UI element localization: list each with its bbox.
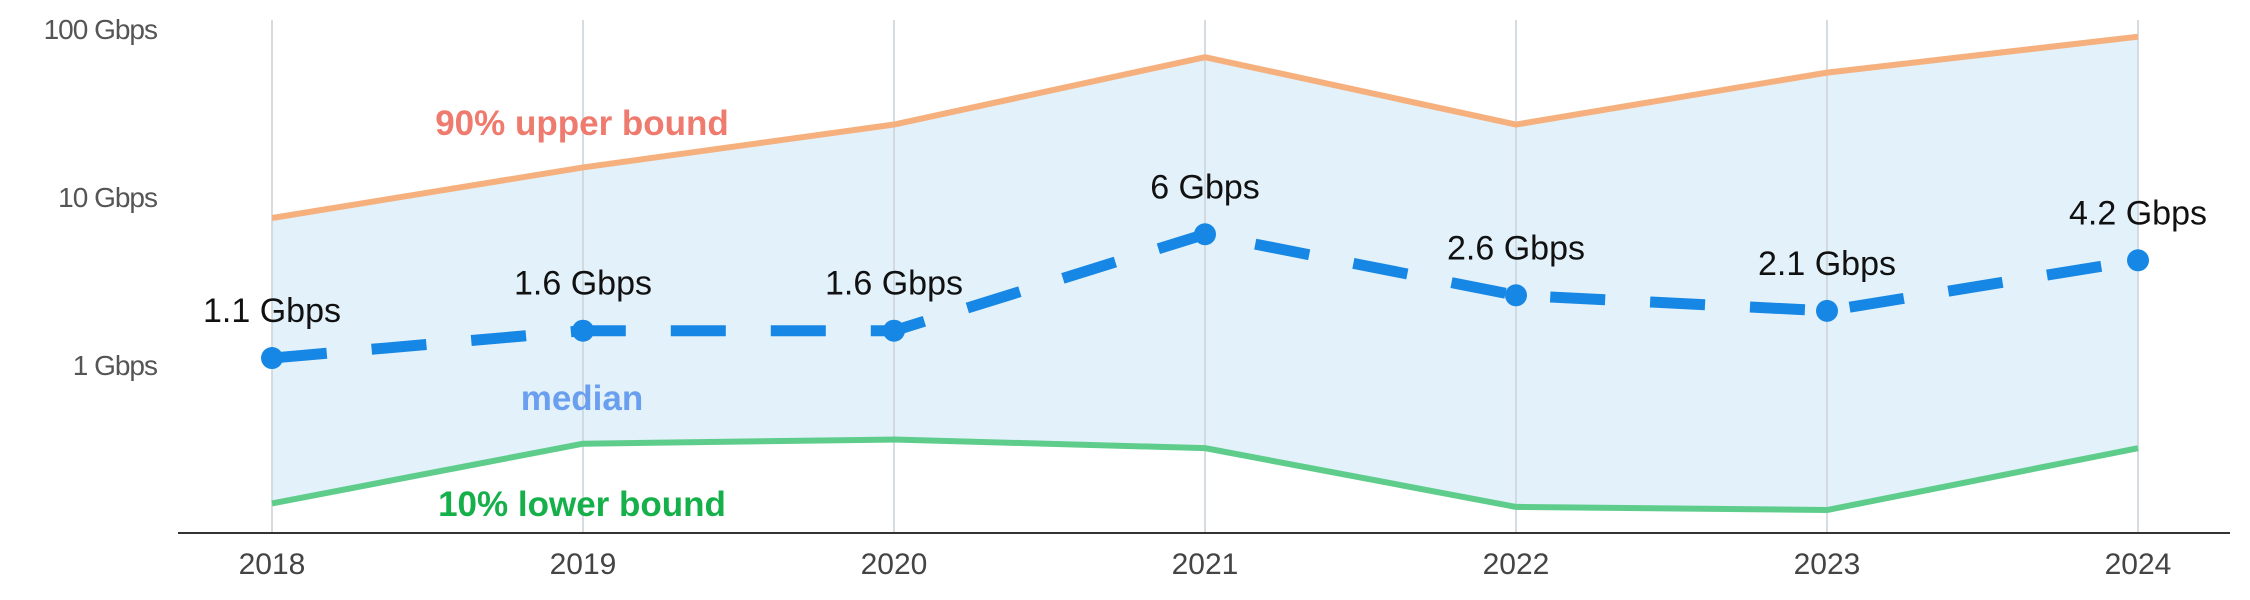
y-tick-10: 10 Gbps <box>58 182 157 213</box>
median-point-2019 <box>572 319 594 342</box>
points-layer <box>261 223 2149 370</box>
median-point-2022 <box>1505 284 1527 307</box>
x-tick-2022: 2022 <box>1483 548 1550 581</box>
series-label-lower: 10% lower bound <box>438 485 726 524</box>
y-tick-1: 1 Gbps <box>73 350 157 381</box>
median-point-2021 <box>1194 223 1216 246</box>
data-label-2022: 2.6 Gbps <box>1447 229 1585 267</box>
data-label-2019: 1.6 Gbps <box>514 265 652 303</box>
median-point-2020 <box>883 319 905 342</box>
series-label-median: median <box>521 379 644 418</box>
x-tick-2024: 2024 <box>2105 548 2172 581</box>
x-tick-2021: 2021 <box>1172 548 1239 581</box>
text-layer: 1.1 Gbps 1.6 Gbps 1.6 Gbps 6 Gbps 2.6 Gbps 2.… <box>44 14 2207 581</box>
data-label-2021: 6 Gbps <box>1150 168 1260 206</box>
x-tick-2018: 2018 <box>239 548 306 581</box>
data-label-2023: 2.1 Gbps <box>1758 245 1896 283</box>
series-line-upper <box>271 33 2139 221</box>
x-tick-2020: 2020 <box>861 548 928 581</box>
median-point-2018 <box>261 347 283 370</box>
x-tick-2019: 2019 <box>550 548 617 581</box>
median-point-2024 <box>2127 249 2149 272</box>
y-tick-100: 100 Gbps <box>44 14 157 45</box>
x-tick-2023: 2023 <box>1794 548 1861 581</box>
series-line-lower <box>271 436 2139 514</box>
data-label-2020: 1.6 Gbps <box>825 265 963 303</box>
median-point-2023 <box>1816 299 1838 322</box>
data-label-2024: 4.2 Gbps <box>2069 194 2207 232</box>
data-label-2018: 1.1 Gbps <box>203 292 341 330</box>
series-label-upper: 90% upper bound <box>435 104 729 143</box>
